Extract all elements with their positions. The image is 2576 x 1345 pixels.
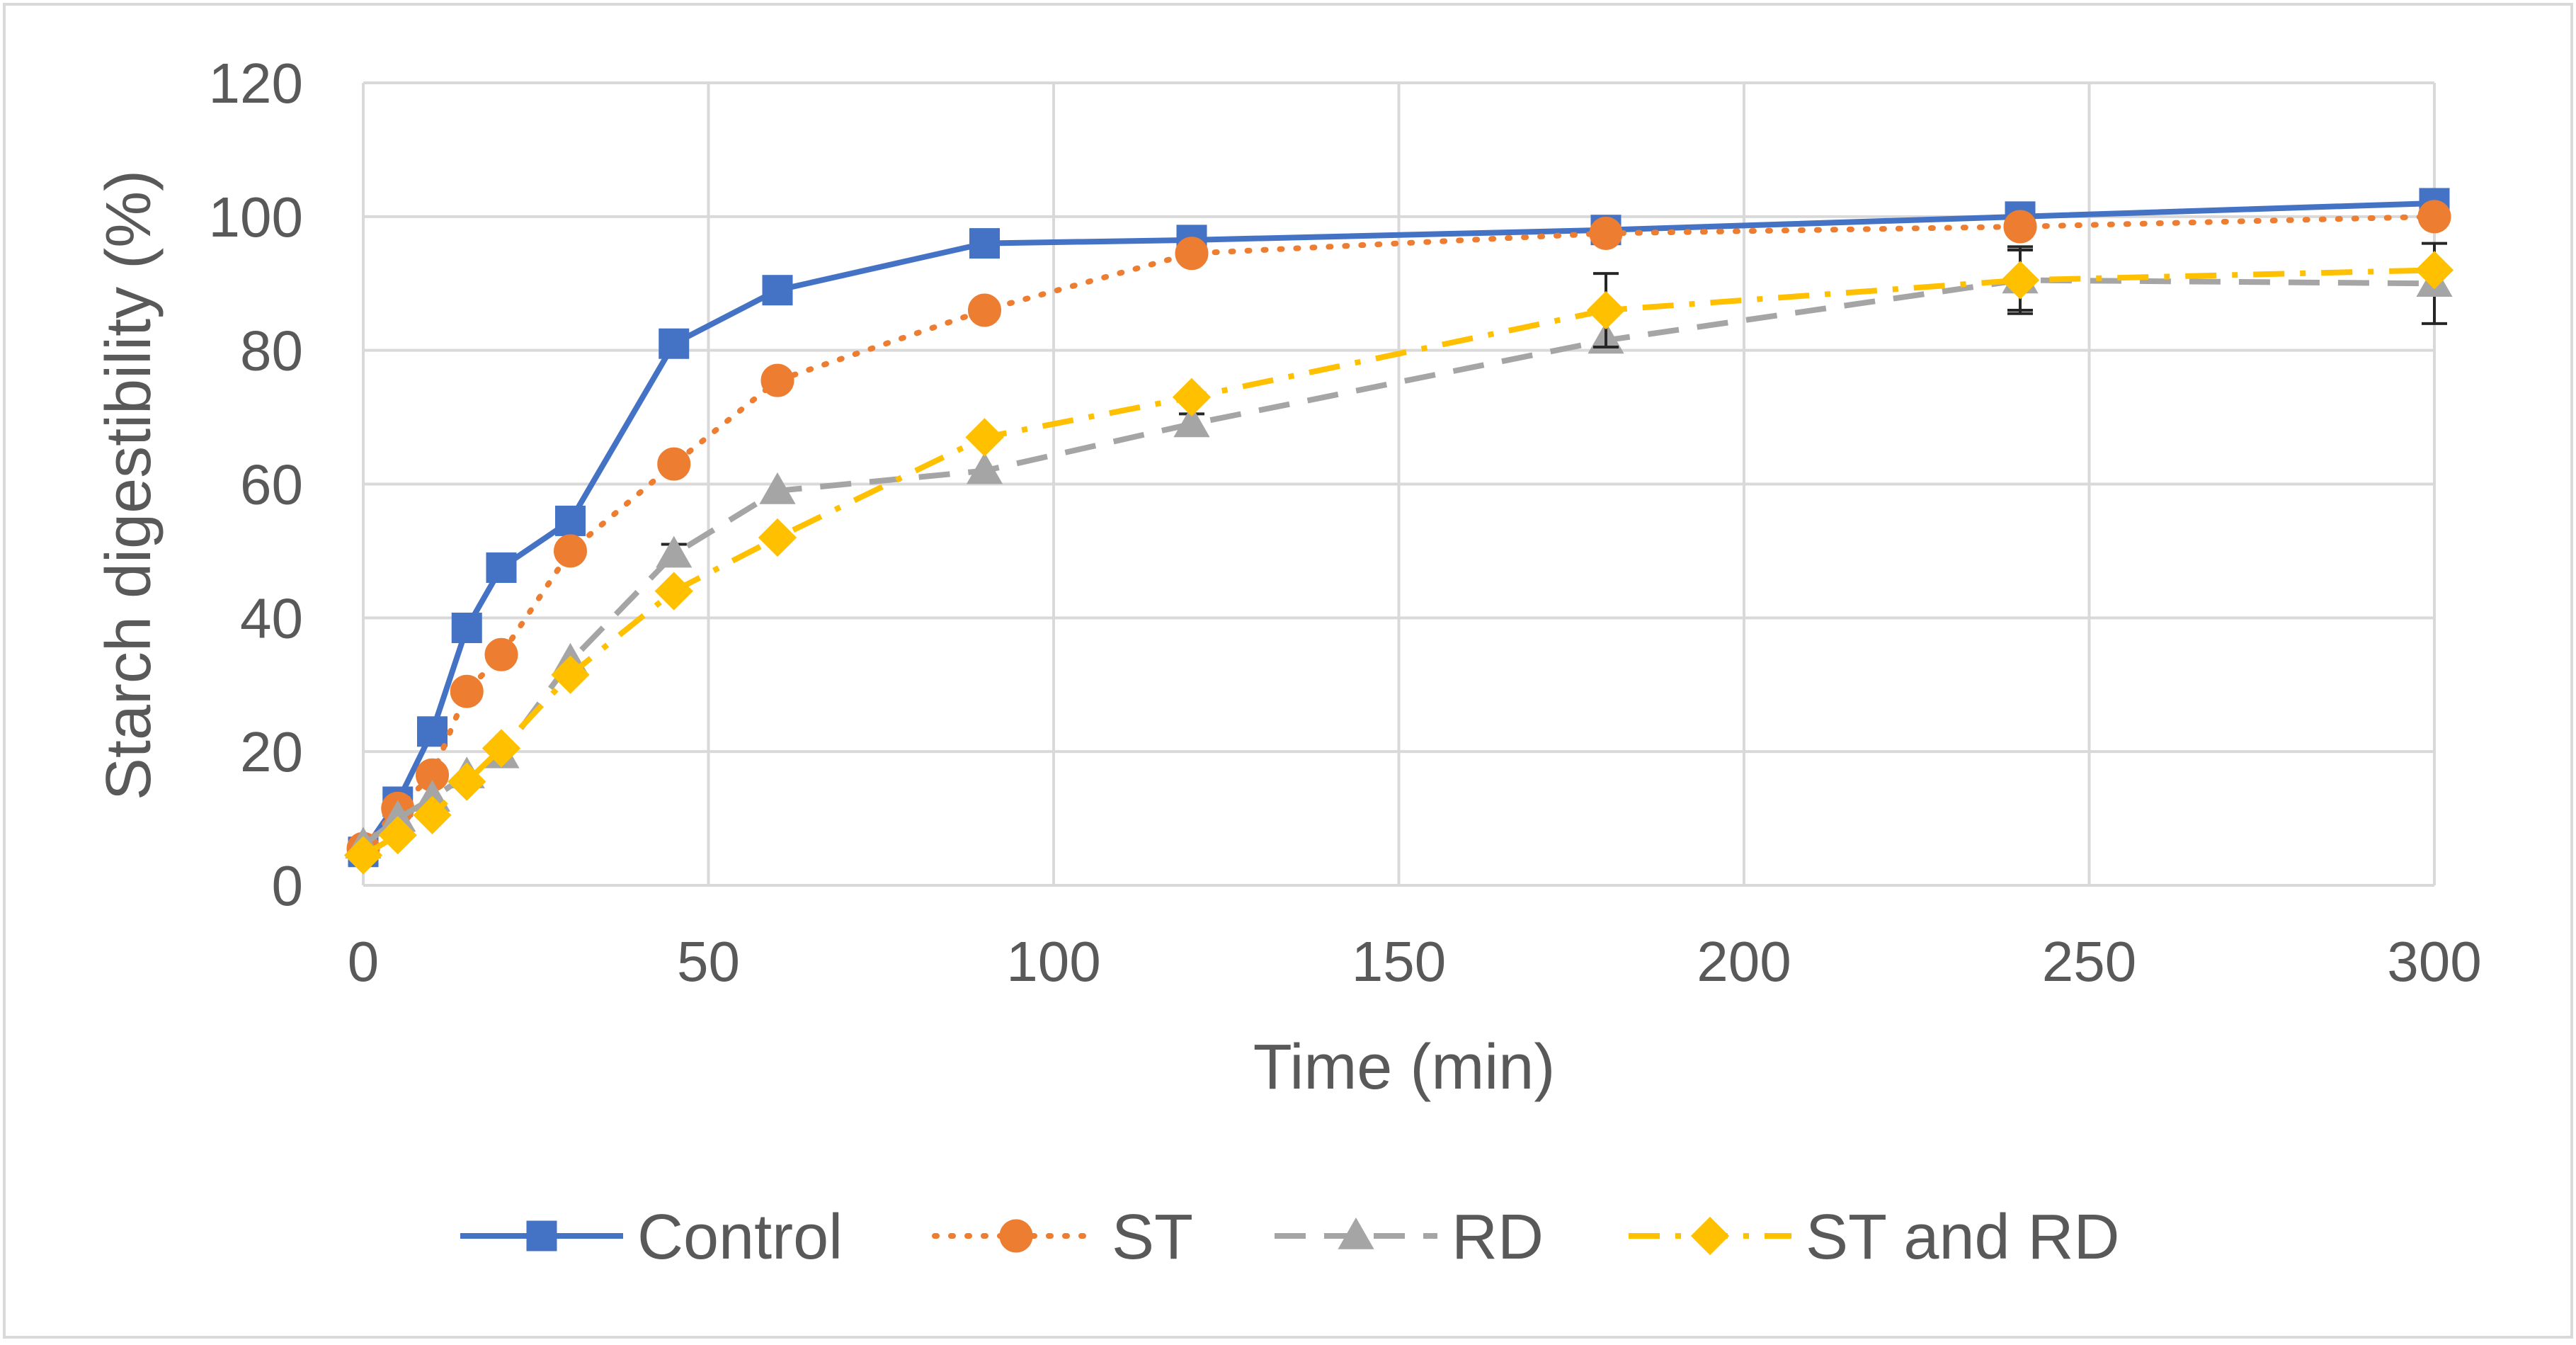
data-point-st-and-rd <box>2415 251 2454 290</box>
data-point-control <box>417 716 448 747</box>
data-point-st <box>484 637 518 671</box>
data-point-control <box>451 612 482 643</box>
data-point-st-and-rd <box>654 572 693 611</box>
data-point-rd <box>759 472 796 504</box>
x-axis-title: Time (min) <box>1253 1032 1556 1103</box>
y-tick-label: 100 <box>209 186 303 249</box>
data-point-st-and-rd <box>1172 378 1212 416</box>
y-tick-label: 80 <box>240 319 303 382</box>
x-tick-label: 150 <box>1352 930 1446 993</box>
data-point-st <box>1175 237 1209 271</box>
legend-entry-st-and-rd: ST and RD <box>1629 1202 2120 1273</box>
legend-swatch-marker <box>1338 1217 1374 1249</box>
legend-swatch-marker <box>526 1220 557 1252</box>
data-point-st-and-rd <box>2000 261 2040 300</box>
data-point-st-and-rd <box>758 518 797 557</box>
x-tick-label: 250 <box>2042 930 2136 993</box>
data-point-st <box>2417 200 2451 234</box>
series-st-and-rd <box>343 249 2454 875</box>
y-tick-label: 60 <box>240 453 303 516</box>
data-point-rd <box>1173 405 1210 438</box>
data-point-st-and-rd <box>1586 290 1626 330</box>
data-point-st-and-rd <box>965 418 1004 457</box>
legend-label: RD <box>1452 1202 1544 1273</box>
data-point-st <box>657 447 691 481</box>
data-point-st <box>760 363 794 397</box>
data-point-st-and-rd <box>481 729 521 768</box>
data-point-st <box>2003 210 2037 244</box>
y-tick-label: 40 <box>240 586 303 649</box>
x-tick-label: 0 <box>348 930 380 993</box>
data-point-control <box>555 505 586 536</box>
data-point-st <box>554 534 587 568</box>
data-point-rd <box>656 535 693 568</box>
data-point-control <box>659 328 690 359</box>
data-point-control <box>969 228 1000 259</box>
series-layer <box>343 188 2454 875</box>
x-tick-label: 50 <box>677 930 740 993</box>
x-tick-label: 100 <box>1006 930 1100 993</box>
y-tick-label: 0 <box>272 854 304 917</box>
legend-label: Control <box>637 1202 843 1273</box>
y-tick-label: 20 <box>240 720 303 783</box>
legend-entry-st: ST <box>932 1202 1193 1273</box>
gridlines <box>362 81 2436 887</box>
data-point-st-and-rd <box>343 836 383 875</box>
data-point-st-and-rd <box>413 795 452 834</box>
y-tick-label: 120 <box>209 52 303 115</box>
x-tick-label: 200 <box>1697 930 1791 993</box>
data-point-st-and-rd <box>448 762 486 801</box>
data-point-st <box>1589 216 1623 250</box>
y-axis-title: Starch digestibility (%) <box>93 170 164 800</box>
legend-label: ST <box>1112 1202 1193 1273</box>
legend-label: ST and RD <box>1806 1202 2120 1273</box>
legend-entry-rd: RD <box>1275 1202 1544 1273</box>
data-point-st-and-rd <box>551 655 590 694</box>
x-tick-label: 300 <box>2387 930 2481 993</box>
legend-swatch-marker <box>999 1219 1033 1253</box>
chart-border <box>3 3 2573 1339</box>
data-point-control <box>762 275 793 306</box>
data-point-rd <box>966 452 1003 484</box>
data-point-st <box>968 293 1001 327</box>
data-point-st-and-rd <box>378 816 417 855</box>
legend-entry-control: Control <box>460 1202 843 1273</box>
tick-labels: 0 20 40 60 80 100 120 0 50 100 150 200 250 300 <box>209 52 2482 993</box>
legend-swatch-marker <box>1690 1216 1730 1256</box>
data-point-control <box>486 552 517 584</box>
data-point-st <box>450 674 484 708</box>
legend: Control ST RD ST and RD <box>460 1202 2120 1273</box>
